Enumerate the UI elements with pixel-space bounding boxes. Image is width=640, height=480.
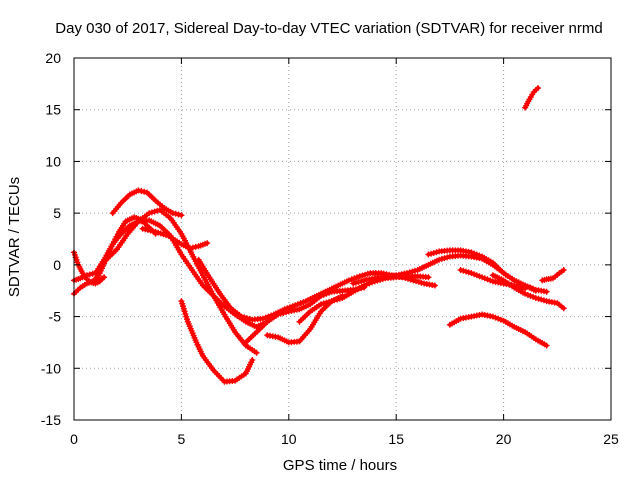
tick-marks — [73, 57, 612, 421]
x-tick-label: 10 — [281, 431, 297, 447]
x-tick-label: 0 — [70, 431, 78, 447]
series-trace-7 — [71, 275, 105, 297]
x-tick-label: 15 — [388, 431, 404, 447]
y-tick-label: 15 — [45, 102, 61, 118]
series-trace-3 — [109, 187, 185, 219]
series-trace-5 — [90, 214, 159, 285]
series-point-markers — [425, 247, 539, 294]
grid — [74, 58, 611, 420]
series-trace-19 — [522, 85, 541, 111]
series-trace-17 — [457, 267, 529, 292]
series-trace-18 — [539, 267, 567, 284]
x-tick-label: 25 — [603, 431, 619, 447]
series-line — [196, 257, 437, 322]
y-tick-label: 20 — [45, 50, 61, 66]
series-point-markers — [109, 187, 185, 219]
series-point-markers — [446, 311, 550, 349]
y-tick-label: 0 — [53, 257, 61, 273]
y-tick-label: -5 — [49, 309, 62, 325]
x-tick-label: 20 — [496, 431, 512, 447]
tick-labels: 0 5 10 15 20 25 -15 -10 -5 0 5 10 15 20 — [41, 50, 619, 447]
plot-frame — [73, 57, 612, 421]
series-point-markers — [242, 284, 367, 346]
series-point-markers — [457, 267, 529, 292]
x-axis-label: GPS time / hours — [283, 457, 397, 474]
y-tick-label: 5 — [53, 205, 61, 221]
y-tick-label: 10 — [45, 153, 61, 169]
series-layer — [71, 85, 567, 385]
y-axis-label: SDTVAR / TECUs — [6, 177, 23, 297]
y-tick-label: -15 — [41, 412, 61, 428]
series-point-markers — [539, 267, 567, 284]
series-trace-14 — [425, 247, 539, 294]
x-tick-label: 5 — [178, 431, 186, 447]
series-point-markers — [178, 298, 256, 385]
y-tick-label: -10 — [41, 360, 61, 376]
series-trace-15 — [446, 311, 550, 349]
chart-title: Day 030 of 2017, Sidereal Day-to-day VTE… — [55, 20, 602, 37]
series-trace-10 — [242, 284, 367, 346]
series-point-markers — [522, 85, 541, 111]
series-trace-8 — [178, 298, 256, 385]
